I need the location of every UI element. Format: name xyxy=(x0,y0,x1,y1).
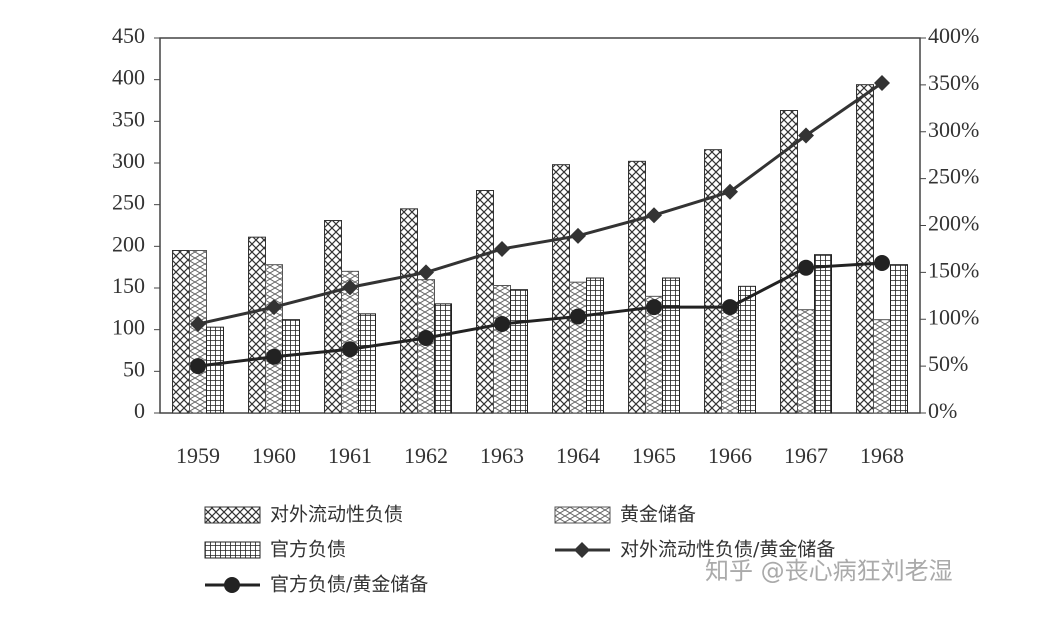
bar xyxy=(738,285,756,414)
x-tick-label: 1961 xyxy=(328,443,372,468)
bar xyxy=(248,236,266,414)
line-marker xyxy=(570,308,586,325)
y2-tick-label: 50% xyxy=(928,351,968,376)
bar xyxy=(721,304,739,414)
line-marker xyxy=(494,240,510,257)
bar xyxy=(628,160,646,414)
bar xyxy=(662,277,680,414)
watermark: 知乎 @丧心病狂刘老湿 xyxy=(705,557,953,585)
bar xyxy=(780,110,798,414)
bar xyxy=(358,313,376,414)
line-marker xyxy=(190,358,206,375)
y-tick-label: 300 xyxy=(112,148,145,173)
bar xyxy=(282,319,300,414)
line-marker xyxy=(722,183,738,200)
y2-tick-label: 350% xyxy=(928,70,979,95)
y2-tick-label: 250% xyxy=(928,164,979,189)
y-tick-label: 400 xyxy=(112,65,145,90)
line-marker xyxy=(190,315,206,332)
legend-swatch xyxy=(554,506,611,524)
line xyxy=(197,81,883,326)
legend-swatch xyxy=(204,506,261,524)
x-tick-label: 1960 xyxy=(252,443,296,468)
line-marker xyxy=(342,341,358,358)
line-marker xyxy=(494,315,510,332)
bar xyxy=(586,277,604,414)
bar xyxy=(797,309,815,414)
y-tick-label: 350 xyxy=(112,106,145,131)
y-tick-label: 0 xyxy=(134,398,145,423)
y2-tick-label: 150% xyxy=(928,257,979,282)
x-tick-label: 1967 xyxy=(784,443,828,468)
bar xyxy=(172,250,190,414)
bar xyxy=(569,281,587,414)
legend-label: 官方负债/黄金储备 xyxy=(270,574,428,596)
line-marker xyxy=(874,255,890,271)
bar xyxy=(873,319,891,414)
line-marker xyxy=(646,207,662,224)
line-marker xyxy=(798,259,814,276)
line-marker xyxy=(418,264,434,281)
y2-tick-label: 0% xyxy=(928,398,957,423)
bar xyxy=(476,190,494,414)
x-tick-label: 1963 xyxy=(480,443,524,468)
y2-tick-label: 300% xyxy=(928,117,979,142)
y2-tick-label: 100% xyxy=(928,304,979,329)
x-tick-label: 1965 xyxy=(632,443,676,468)
y-tick-label: 250 xyxy=(112,190,145,215)
y-tick-label: 50 xyxy=(123,356,145,381)
x-tick-label: 1964 xyxy=(556,443,600,468)
bar xyxy=(890,264,908,414)
bar xyxy=(704,149,722,414)
y-tick-label: 100 xyxy=(112,315,145,340)
legend-marker xyxy=(574,542,590,558)
bar xyxy=(493,285,511,414)
y2-tick-label: 400% xyxy=(928,23,979,48)
y2-tick-label: 200% xyxy=(928,211,979,236)
bar xyxy=(417,279,435,414)
bar xyxy=(400,208,418,414)
y-tick-label: 200 xyxy=(112,231,145,256)
legend-label: 对外流动性负债/黄金储备 xyxy=(620,539,835,561)
bar xyxy=(552,164,570,414)
line-marker xyxy=(646,299,662,316)
legend-label: 黄金储备 xyxy=(620,504,696,526)
line-marker xyxy=(266,299,282,316)
y-tick-label: 450 xyxy=(112,23,145,48)
line-marker xyxy=(266,348,282,365)
x-tick-label: 1959 xyxy=(176,443,220,468)
bar xyxy=(856,84,874,414)
line xyxy=(197,261,883,368)
bar xyxy=(434,303,452,414)
bar xyxy=(324,220,342,414)
legend-label: 对外流动性负债 xyxy=(270,504,403,526)
legend-swatch xyxy=(204,541,261,559)
x-tick-label: 1968 xyxy=(860,443,904,468)
line-marker xyxy=(798,127,814,144)
legend-marker xyxy=(224,577,240,593)
line-marker xyxy=(722,299,738,316)
legend-label: 官方负债 xyxy=(270,539,346,561)
y-tick-label: 150 xyxy=(112,273,145,298)
x-tick-label: 1966 xyxy=(708,443,752,468)
line-marker xyxy=(342,279,358,296)
x-tick-label: 1962 xyxy=(404,443,448,468)
bar xyxy=(206,326,224,414)
line-marker xyxy=(874,75,890,91)
bar xyxy=(265,264,283,414)
line-marker xyxy=(570,227,586,244)
bar xyxy=(814,254,832,414)
line-marker xyxy=(418,330,434,346)
bar xyxy=(510,289,528,414)
